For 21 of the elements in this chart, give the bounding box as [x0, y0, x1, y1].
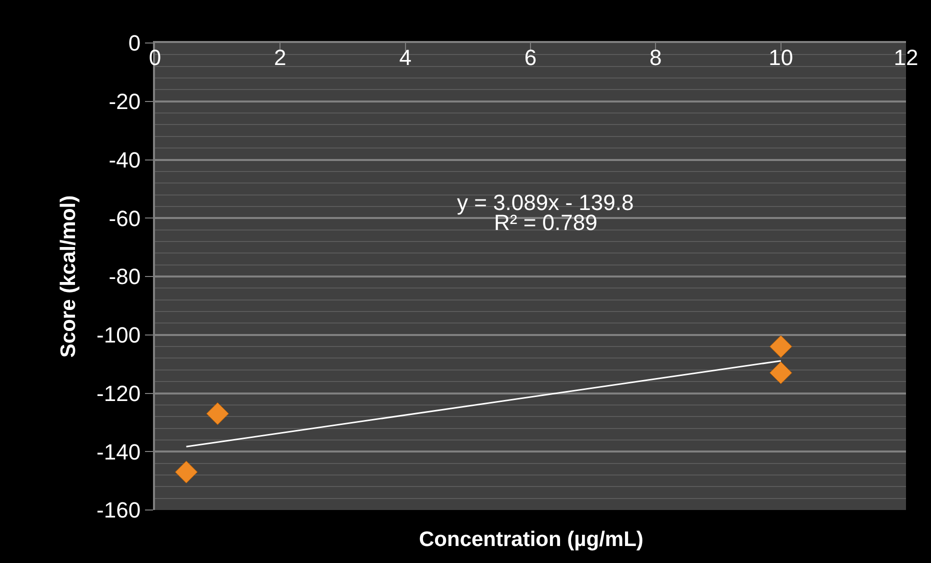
y-tick-label: -160 [96, 498, 141, 523]
x-tick-label: 4 [399, 45, 412, 70]
y-tick-label: -140 [96, 439, 141, 464]
x-tick-label: 6 [524, 45, 537, 70]
y-tick-label: -80 [108, 264, 141, 290]
y-tick-label: -40 [108, 147, 141, 172]
y-tick-label: -20 [108, 89, 141, 114]
x-tick-label: 10 [768, 45, 794, 70]
x-tick-label: 2 [274, 45, 286, 70]
y-tick-label: -100 [96, 322, 141, 348]
point [206, 402, 229, 425]
x-tick-label: 12 [894, 45, 918, 70]
point [174, 460, 198, 484]
y-axis-title: Score (kcal/mol) [57, 195, 80, 358]
x-axis-title: Concentration (µg/mL) [419, 528, 644, 551]
x-tick-label: 8 [650, 45, 662, 70]
y-tick-label: -120 [96, 380, 141, 406]
y-tick-label: -60 [108, 206, 141, 231]
x-tick-label: 0 [148, 45, 162, 70]
point [770, 335, 792, 358]
point [770, 362, 792, 384]
